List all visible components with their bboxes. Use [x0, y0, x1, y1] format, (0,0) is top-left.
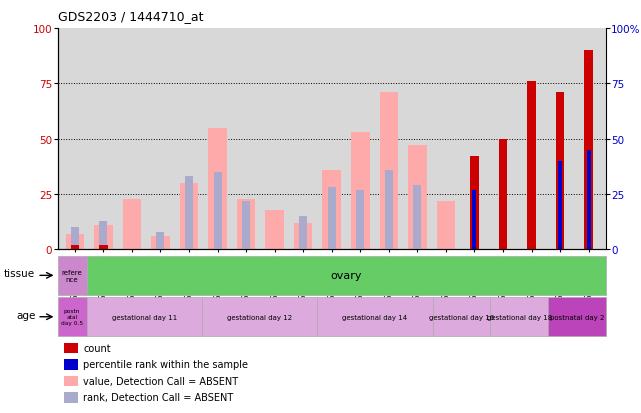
- Bar: [413, 186, 421, 250]
- Bar: [185, 177, 193, 250]
- Text: refere
nce: refere nce: [62, 269, 83, 282]
- Bar: [490, 297, 548, 337]
- Bar: [437, 201, 455, 250]
- Text: gestational day 14: gestational day 14: [342, 314, 408, 320]
- Bar: [208, 128, 227, 250]
- Bar: [379, 93, 398, 250]
- Bar: [528, 82, 536, 250]
- Bar: [242, 201, 250, 250]
- Bar: [237, 199, 255, 250]
- Bar: [58, 297, 87, 337]
- Text: gestational day 18: gestational day 18: [487, 314, 552, 320]
- Text: gestational day 12: gestational day 12: [227, 314, 292, 320]
- Bar: [94, 225, 113, 250]
- Bar: [472, 190, 476, 250]
- Text: gestational day 16: gestational day 16: [429, 314, 494, 320]
- Bar: [322, 170, 341, 250]
- Text: rank, Detection Call = ABSENT: rank, Detection Call = ABSENT: [83, 392, 233, 403]
- Text: ovary: ovary: [330, 271, 362, 281]
- Bar: [587, 150, 590, 250]
- Bar: [385, 170, 393, 250]
- Text: postnatal day 2: postnatal day 2: [550, 314, 604, 320]
- Text: age: age: [16, 310, 35, 320]
- Bar: [151, 237, 170, 250]
- Bar: [470, 157, 479, 250]
- Bar: [356, 190, 364, 250]
- Bar: [499, 140, 507, 250]
- Bar: [351, 133, 370, 250]
- Bar: [87, 297, 202, 337]
- Bar: [122, 199, 141, 250]
- Bar: [548, 297, 606, 337]
- Text: count: count: [83, 343, 111, 353]
- Text: percentile rank within the sample: percentile rank within the sample: [83, 359, 248, 370]
- Bar: [556, 93, 564, 250]
- Bar: [156, 232, 165, 250]
- Text: GDS2203 / 1444710_at: GDS2203 / 1444710_at: [58, 10, 203, 23]
- Text: gestational day 11: gestational day 11: [112, 314, 177, 320]
- Bar: [99, 221, 107, 250]
- Bar: [299, 217, 307, 250]
- Bar: [408, 146, 427, 250]
- Bar: [213, 173, 222, 250]
- Bar: [71, 228, 79, 250]
- Bar: [433, 297, 490, 337]
- Bar: [58, 256, 87, 295]
- Bar: [265, 210, 284, 250]
- Bar: [99, 245, 108, 250]
- Text: postn
atal
day 0.5: postn atal day 0.5: [61, 309, 83, 325]
- Bar: [202, 297, 317, 337]
- Bar: [556, 173, 564, 250]
- Bar: [558, 161, 562, 250]
- Text: tissue: tissue: [4, 269, 35, 279]
- Bar: [65, 235, 84, 250]
- Bar: [71, 245, 79, 250]
- Bar: [585, 51, 593, 250]
- Bar: [294, 223, 312, 250]
- Bar: [317, 297, 433, 337]
- Bar: [328, 188, 336, 250]
- Text: value, Detection Call = ABSENT: value, Detection Call = ABSENT: [83, 376, 238, 386]
- Bar: [179, 183, 198, 250]
